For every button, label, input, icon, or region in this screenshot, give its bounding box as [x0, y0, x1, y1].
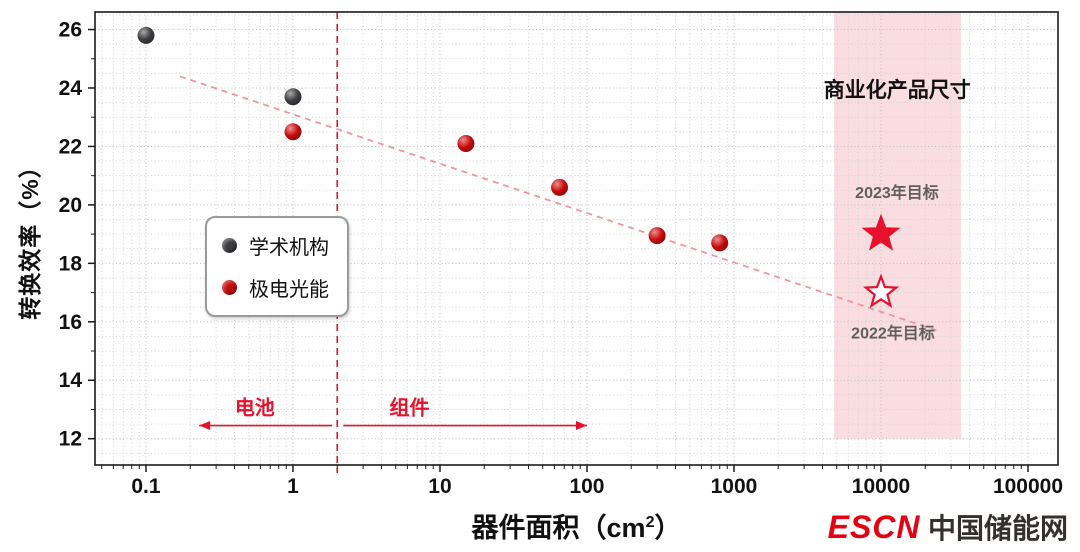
logo-site-text: 中国储能网	[927, 513, 1068, 544]
plot-generated-content: 0.1 1 10 100 1000 10000 100000 12 14 16 18 20 22 24 26…	[59, 11, 1063, 498]
legend: 学术机构 极电光能	[205, 216, 349, 317]
y-tick-label: 26	[59, 19, 82, 42]
y-tick-label: 22	[59, 135, 82, 158]
region-label: 组件	[389, 396, 429, 420]
legend-label-academic: 学术机构	[249, 237, 329, 259]
data-point-company	[284, 123, 302, 141]
target-star-label: 2022年目标	[851, 324, 935, 343]
y-tick-label: 24	[59, 77, 83, 100]
target-star-2023-icon	[861, 213, 901, 251]
data-point-academic	[137, 26, 155, 44]
x-tick-label: 100	[569, 475, 604, 498]
company-marker-icon	[222, 280, 237, 295]
academic-marker-icon	[222, 238, 237, 253]
x-tick-label: 1	[287, 475, 299, 498]
data-point-academic	[284, 88, 302, 106]
region-label: 电池	[235, 397, 275, 420]
plot-frame	[94, 11, 1059, 466]
data-point-company	[457, 135, 475, 152]
x-axis-title-sup: 2	[645, 514, 655, 531]
logo-escn-text: ESCN	[827, 509, 921, 545]
x-tick-label: 10	[428, 475, 451, 498]
y-tick-label: 16	[59, 311, 82, 334]
x-tick-label: 0.1	[131, 475, 161, 498]
x-axis-title: 器件面积（cm2）	[95, 506, 1058, 545]
x-tick-label: 1000	[711, 475, 758, 498]
target-star-2022-icon	[862, 273, 900, 309]
x-axis-title-close: ）	[654, 513, 682, 543]
region-arrow-head-icon	[199, 421, 211, 431]
y-tick-label: 12	[59, 428, 82, 451]
x-tick-label: 10000	[852, 475, 910, 498]
trend-line	[179, 75, 938, 332]
data-point-company	[648, 227, 666, 245]
data-point-company	[551, 178, 568, 196]
x-tick-label: 100000	[993, 475, 1063, 498]
commercial-size-band	[834, 12, 961, 439]
y-tick-label: 14	[59, 369, 83, 392]
legend-item-company: 极电光能	[222, 273, 329, 302]
escn-logo: ESCN 中国储能网	[828, 507, 1068, 547]
region-arrow-head-icon	[575, 421, 587, 431]
legend-item-academic: 学术机构	[222, 231, 329, 260]
commercial-size-label: 商业化产品尺寸	[824, 78, 971, 102]
y-tick-label: 20	[59, 194, 82, 217]
data-point-company	[711, 234, 729, 252]
target-star-label: 2023年目标	[855, 183, 939, 202]
y-tick-label: 18	[59, 252, 83, 275]
legend-label-company: 极电光能	[249, 279, 329, 301]
y-axis-title: 转换效率（%）	[17, 154, 43, 320]
x-axis-title-text: 器件面积（cm	[471, 513, 646, 543]
